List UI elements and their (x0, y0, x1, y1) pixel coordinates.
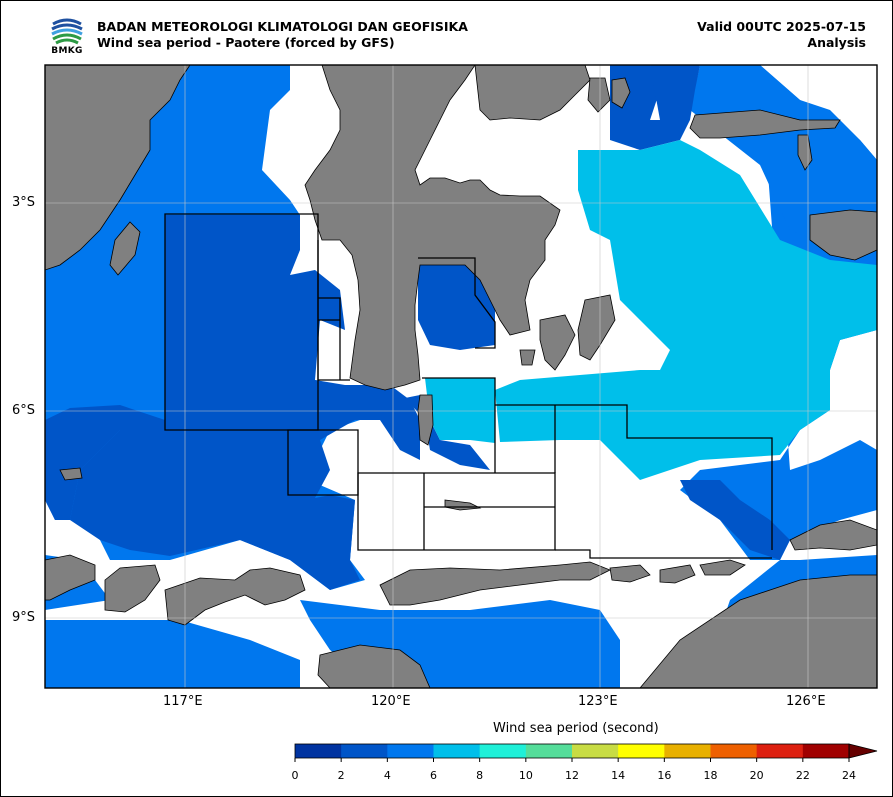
area-banda-sea-west (495, 404, 773, 550)
lon-label-126e: 126°E (786, 694, 826, 709)
land-lombok (104, 564, 161, 613)
ne-patch-2-4 (650, 65, 700, 120)
land-islet-east (797, 134, 813, 171)
analysis-label: Analysis (807, 35, 866, 50)
colorbar (294, 743, 878, 762)
land-kangean (59, 467, 83, 481)
colorbar-tick-label: 10 (518, 769, 533, 782)
colorbar-title: Wind sea period (second) (493, 721, 659, 736)
land-seram (689, 109, 841, 139)
land-kabaena (519, 349, 536, 366)
colorbar-extend-arrow (848, 743, 878, 759)
graticule (45, 65, 877, 688)
land-masses (45, 65, 877, 688)
map-plot-area (45, 65, 877, 688)
land-buru-west (611, 77, 631, 109)
land-bali (45, 554, 96, 601)
colorbar-segment (756, 744, 804, 758)
land-borneo (45, 65, 191, 271)
flores-north-6-8 (425, 378, 495, 443)
central-sea-2-4 (45, 215, 420, 590)
north-patch-2-4 (610, 65, 690, 150)
period-field-6-8 (425, 140, 877, 480)
colorbar-segment (525, 744, 573, 758)
colorbar-tick-label: 12 (565, 769, 579, 782)
area-coastal-makassar (317, 240, 350, 381)
colorbar-tick-label: 8 (476, 769, 484, 782)
colorbar-segment (295, 744, 342, 758)
valid-time: Valid 00UTC 2025-07-15 Analysis (697, 19, 866, 51)
colorbar-segment (341, 744, 388, 758)
land-timor (639, 574, 877, 688)
lon-label-117e: 117°E (163, 694, 203, 709)
land-buton (577, 294, 616, 361)
map-title: BADAN METEOROLOGI KLIMATOLOGI DAN GEOFIS… (97, 19, 468, 51)
land-lembata (609, 564, 651, 583)
map-border (44, 64, 878, 689)
bone-gulf-2-4 (418, 262, 495, 350)
lon-label-120e: 120°E (371, 694, 411, 709)
land-alor (699, 559, 746, 576)
colorbar-segment (664, 744, 711, 758)
colorbar-segment (387, 744, 434, 758)
area-bone-gulf (418, 257, 496, 473)
colorbar-segment (572, 744, 619, 758)
land-sulawesi-south (304, 65, 561, 391)
colorbar-segment (479, 744, 527, 758)
area-banda-sea-south (554, 405, 772, 559)
land-aru (809, 209, 877, 261)
colorbar-tick-label: 0 (291, 769, 299, 782)
colorbar-segment (433, 744, 481, 758)
sumba-sea-4-6 (45, 620, 300, 688)
land-muna (539, 314, 576, 371)
colorbar-tick-label: 24 (842, 769, 856, 782)
colorbar-tick-label: 22 (795, 769, 810, 782)
land-sumbawa (164, 567, 306, 626)
banda-patch-2-4 (680, 480, 790, 560)
colorbar-tick-label: 4 (383, 769, 391, 782)
colorbar-tick-label: 14 (611, 769, 626, 782)
valid-label: Valid 00UTC 2025-07-15 (697, 19, 866, 34)
land-selayar (417, 394, 434, 446)
colorbar-segment (710, 744, 758, 758)
product-title: Wind sea period - Paotere (forced by GFS… (97, 35, 395, 50)
logo-text: BMKG (51, 46, 83, 56)
java-sea-patch-2-4 (45, 405, 165, 520)
colorbar-tick-label: 6 (430, 769, 437, 782)
agency-title: BADAN METEOROLOGI KLIMATOLOGI DAN GEOFIS… (97, 19, 468, 34)
lat-label-9s: 9°S (12, 610, 36, 625)
bmkg-logo (50, 13, 84, 47)
lat-label-6s: 6°S (12, 403, 36, 418)
land-sulawesi-north (474, 65, 591, 121)
lat-label-3s: 3°S (12, 195, 36, 210)
colorbar-tick-label: 2 (337, 769, 345, 782)
land-wetar (789, 519, 877, 551)
land-buru (587, 77, 611, 113)
colorbar-tick-label: 18 (703, 769, 718, 782)
forecast-area-boundaries (164, 213, 773, 559)
land-laut-island (109, 221, 141, 276)
colorbar-segment (618, 744, 665, 758)
colorbar-tick-label: 20 (749, 769, 764, 782)
colorbar-segment (802, 744, 850, 758)
banda-sea-6-8 (495, 140, 877, 480)
land-sumba (317, 644, 431, 688)
land-pantar (659, 564, 696, 584)
colorbar-tick-label: 16 (657, 769, 672, 782)
land-flores (379, 561, 611, 606)
lon-label-123e: 123°E (578, 694, 618, 709)
